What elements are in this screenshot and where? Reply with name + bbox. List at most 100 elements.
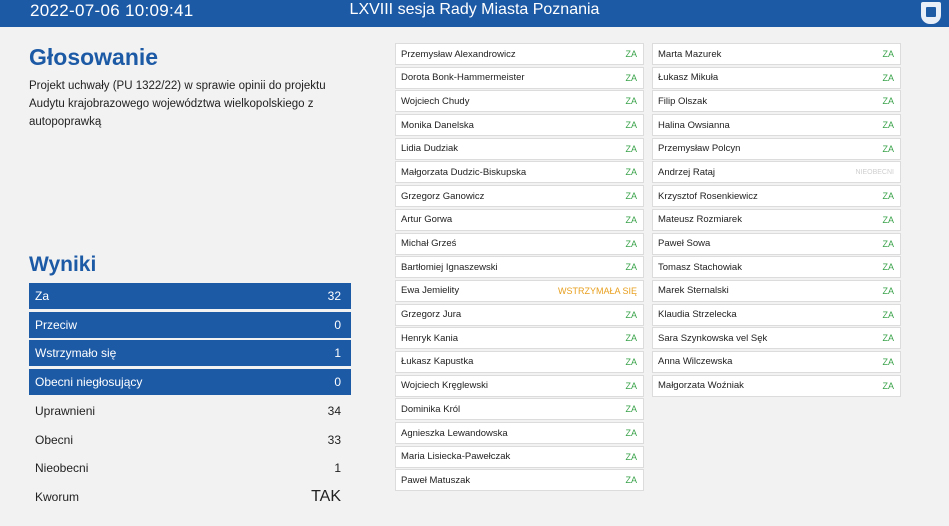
councillor-row: Mateusz Rozmiarek ZA [652, 208, 901, 231]
councillor-name: Maria Lisiecka-Pawełczak [401, 451, 511, 463]
vote-status: ZA [882, 238, 894, 249]
vote-title: Głosowanie [29, 44, 159, 70]
councillor-row: Marek Sternalski ZA [652, 279, 901, 302]
session-title: LXVIII sesja Rady Miasta Poznania [349, 1, 600, 18]
result-value: TAK [311, 487, 341, 505]
vote-status: ZA [625, 143, 637, 154]
result-value: 1 [334, 461, 341, 475]
vote-status: ZA [625, 333, 637, 344]
result-row: Wstrzymało się 1 [29, 340, 351, 366]
councillor-row: Henryk Kania ZA [395, 327, 644, 350]
result-value: 0 [334, 374, 341, 389]
councillor-name: Bartłomiej Ignaszewski [401, 261, 498, 273]
result-value: 0 [334, 317, 341, 332]
councillor-row: Filip Olszak ZA [652, 90, 901, 113]
vote-description: Projekt uchwały (PU 1322/22) w sprawie o… [29, 80, 326, 128]
councillor-name: Ewa Jemielity [401, 285, 460, 297]
datetime: 2022-07-06 10:09:41 [30, 1, 194, 20]
vote-status: ZA [882, 49, 894, 59]
councillor-column-2: Marta Mazurek ZA Łukasz Mikuła ZA Filip Olsz… [652, 43, 901, 398]
councillor-row: Dominika Król ZA [395, 398, 644, 421]
vote-status: WSTRZYMAŁA SIĘ [557, 285, 637, 296]
vote-status: NIEOBECNI [855, 168, 894, 176]
councillor-row: Marta Mazurek ZA [652, 43, 901, 65]
councillor-name: Łukasz Mikuła [658, 72, 719, 84]
result-label: Kworum [35, 489, 80, 504]
councillor-name: Michał Grześ [401, 238, 457, 249]
vote-status: ZA [625, 262, 637, 273]
vote-status: ZA [882, 143, 894, 154]
vote-status: ZA [625, 191, 637, 202]
councillor-row: Wojciech Chudy ZA [395, 90, 644, 113]
result-label: Uprawnieni [35, 404, 96, 418]
councillor-name: Paweł Matuszak [401, 474, 471, 486]
councillor-row: Krzysztof Rosenkiewicz ZA [652, 185, 901, 208]
result-row: Uprawnieni 34 [29, 397, 351, 425]
councillor-name: Małgorzata Dudzic-Biskupska [401, 166, 527, 178]
councillor-name: Andrzej Rataj [658, 166, 716, 178]
vote-status: ZA [625, 451, 637, 462]
councillor-row: Ewa Jemielity WSTRZYMAŁA SIĘ [395, 279, 644, 302]
councillor-name: Przemysław Alexandrowicz [401, 48, 516, 60]
councillor-name: Henryk Kania [401, 332, 459, 344]
vote-status: ZA [882, 214, 894, 225]
results-title: Wyniki [29, 253, 97, 276]
councillor-name: Klaudia Strzelecka [658, 309, 737, 321]
vote-status: ZA [625, 96, 637, 107]
councillor-row: Grzegorz Jura ZA [395, 303, 644, 326]
councillor-row: Przemysław Alexandrowicz ZA [395, 43, 644, 65]
councillor-name: Wojciech Kręglewski [401, 380, 488, 392]
result-value: 33 [327, 432, 341, 447]
vote-status: ZA [882, 380, 894, 391]
councillor-row: Anna Wilczewska ZA [652, 350, 901, 373]
vote-status: ZA [625, 72, 637, 83]
vote-status: ZA [882, 262, 894, 273]
vote-status: ZA [625, 380, 637, 391]
city-crest-icon [921, 2, 941, 24]
councillor-name: Mateusz Rozmiarek [658, 214, 742, 226]
councillor-row: Maria Lisiecka-Pawełczak ZA [395, 445, 644, 468]
result-row: Obecni niegłosujący 0 [29, 368, 351, 395]
councillor-name: Małgorzata Woźniak [658, 380, 744, 392]
councillor-row: Wojciech Kręglewski ZA [395, 374, 644, 397]
result-value: 32 [327, 289, 341, 303]
vote-status: ZA [625, 238, 637, 249]
result-label: Za [35, 289, 50, 303]
councillor-name: Monika Danelska [401, 119, 474, 131]
vote-status: ZA [625, 404, 637, 415]
councillor-name: Grzegorz Jura [401, 309, 462, 321]
councillor-name: Lidia Dudziak [401, 143, 459, 155]
result-row: Za 32 [29, 283, 351, 309]
councillor-row: Lidia Dudziak ZA [395, 137, 644, 160]
councillor-name: Wojciech Chudy [401, 95, 470, 107]
councillor-row: Paweł Sowa ZA [652, 232, 901, 255]
councillor-row: Dorota Bonk-Hammermeister ZA [395, 66, 644, 89]
councillor-row: Łukasz Kapustka ZA [395, 350, 644, 373]
councillor-row: Przemysław Polcyn ZA [652, 137, 901, 160]
councillor-name: Halina Owsianna [658, 119, 730, 131]
vote-status: ZA [882, 285, 894, 296]
councillor-name: Marek Sternalski [658, 285, 729, 297]
councillor-name: Grzegorz Ganowicz [401, 190, 485, 202]
result-row: Przeciw 0 [29, 311, 351, 338]
councillor-row: Artur Gorwa ZA [395, 208, 644, 231]
councillor-name: Paweł Sowa [658, 238, 711, 249]
councillor-name: Dominika Król [401, 403, 461, 415]
result-label: Obecni niegłosujący [35, 374, 143, 389]
councillor-name: Dorota Bonk-Hammermeister [401, 72, 525, 84]
vote-status: ZA [625, 120, 637, 131]
result-label: Przeciw [35, 317, 78, 332]
vote-status: ZA [882, 72, 894, 83]
councillor-row: Małgorzata Dudzic-Biskupska ZA [395, 161, 644, 184]
councillor-row: Tomasz Stachowiak ZA [652, 256, 901, 279]
vote-status: ZA [625, 428, 637, 438]
result-row: Nieobecni 1 [29, 454, 351, 482]
councillor-row: Grzegorz Ganowicz ZA [395, 185, 644, 208]
councillor-row: Agnieszka Lewandowska ZA [395, 422, 644, 444]
vote-status: ZA [882, 333, 894, 344]
councillor-row: Sara Szynkowska vel Sęk ZA [652, 327, 901, 350]
results-table: Za 32 Przeciw 0 Wstrzymało się 1 Obecni niegło… [29, 283, 351, 511]
councillor-name: Tomasz Stachowiak [658, 261, 742, 273]
councillor-row: Halina Owsianna ZA [652, 114, 901, 137]
councillor-name: Krzysztof Rosenkiewicz [658, 190, 758, 202]
